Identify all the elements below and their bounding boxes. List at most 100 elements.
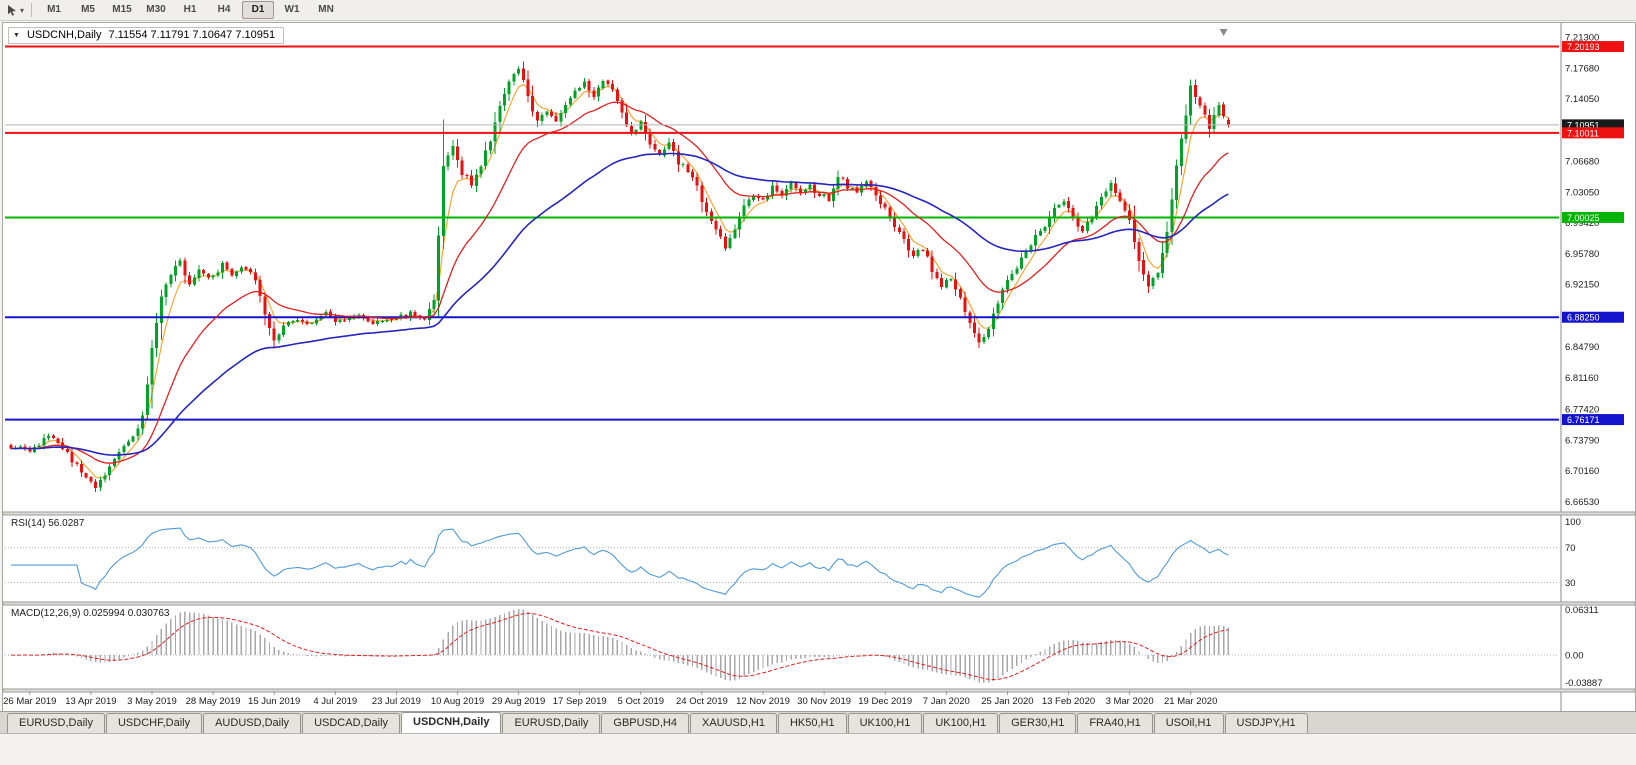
svg-text:6.99420: 6.99420	[1565, 218, 1599, 229]
svg-text:7.03050: 7.03050	[1565, 187, 1599, 198]
chart-canvas[interactable]: 7.21300 7.17680 7.14050 7.06680 7.03050 6.994…	[3, 23, 1635, 711]
time-axis-label: 10 Aug 2019	[431, 696, 484, 707]
time-axis-label: 21 Mar 2020	[1164, 696, 1217, 707]
timeframe-button-h1[interactable]: H1	[183, 4, 197, 15]
timeframe-button-m1[interactable]: M1	[47, 4, 61, 15]
svg-text:7.06680: 7.06680	[1565, 157, 1599, 168]
rsi-line	[11, 527, 1229, 598]
chart-ohlc-values: 7.11554 7.11791 7.10647 7.10951	[108, 29, 276, 41]
time-axis-label: 5 Oct 2019	[618, 696, 664, 707]
chart-tab-usdjpy-h1[interactable]: USDJPY,H1	[1224, 713, 1308, 733]
time-axis[interactable]: 26 Mar 2019 13 Apr 2019 3 May 2019 28 May 2…	[3, 691, 1217, 707]
chart-symbol-period: USDCNH,Daily	[26, 29, 102, 41]
chart-tab-eurusd-daily[interactable]: EURUSD,Daily	[502, 713, 601, 733]
macd-axis-zero: 0.00	[1565, 651, 1584, 662]
chart-tab-hk50-h1[interactable]: HK50,H1	[777, 713, 847, 733]
chart-tab-usdchf-daily[interactable]: USDCHF,Daily	[105, 713, 203, 733]
price-label-7.00025: 7.00025	[1562, 211, 1624, 223]
time-axis-label: 30 Nov 2019	[797, 696, 851, 707]
chart-window: 7.21300 7.17680 7.14050 7.06680 7.03050 6.994…	[2, 22, 1636, 712]
time-axis-label: 7 Jan 2020	[923, 696, 970, 707]
panel-separator[interactable]	[3, 601, 1635, 606]
svg-text:6.77420: 6.77420	[1565, 404, 1599, 415]
ma-20-line	[11, 101, 1229, 464]
svg-text:6.88250: 6.88250	[1567, 313, 1600, 323]
timeframe-button-m30[interactable]: M30	[146, 4, 166, 15]
svg-text:6.81160: 6.81160	[1565, 373, 1599, 384]
timeframe-buttons: M1 M5 M15 M30 H1 H4 D1 W1 MN	[37, 1, 343, 19]
chart-tab-usdcad-daily[interactable]: USDCAD,Daily	[302, 713, 401, 733]
chart-tab-usdcnh-daily[interactable]: USDCNH,Daily	[401, 712, 502, 733]
chart-tab-gbpusd-h4[interactable]: GBPUSD,H4	[601, 713, 689, 733]
rsi-indicator-label: RSI(14) 56.0287	[11, 518, 85, 529]
rsi-axis-label: 70	[1565, 543, 1576, 554]
svg-text:7.20193: 7.20193	[1567, 42, 1600, 52]
chart-cursor-icon[interactable]	[5, 3, 19, 17]
time-axis-label: 23 Jul 2019	[372, 696, 421, 707]
svg-text:6.92150: 6.92150	[1565, 280, 1599, 291]
svg-text:7.17680: 7.17680	[1565, 63, 1599, 74]
timeframe-button-m5[interactable]: M5	[81, 4, 95, 15]
time-axis-label: 28 May 2019	[186, 696, 241, 707]
svg-text:7.00025: 7.00025	[1567, 213, 1600, 223]
time-axis-label: 12 Nov 2019	[736, 696, 790, 707]
macd-indicator-label: MACD(12,26,9) 0.025994 0.030763	[11, 608, 170, 619]
time-axis-label: 24 Oct 2019	[676, 696, 728, 707]
chart-tab-audusd-daily[interactable]: AUDUSD,Daily	[203, 713, 302, 733]
price-axis[interactable]: 7.21300 7.17680 7.14050 7.06680 7.03050 6.994…	[1565, 33, 1599, 508]
price-label-6.88250: 6.88250	[1562, 311, 1624, 323]
svg-text:6.76171: 6.76171	[1567, 415, 1600, 425]
chart-shift-marker-icon[interactable]	[1219, 29, 1228, 36]
time-axis-label: 29 Aug 2019	[492, 696, 545, 707]
timeframe-button-h4[interactable]: H4	[217, 4, 231, 15]
price-label-7.10011: 7.10011	[1562, 127, 1624, 139]
svg-text:7.21300: 7.21300	[1565, 33, 1599, 44]
timeframe-button-d1[interactable]: D1	[242, 1, 275, 19]
chart-tab-uk100-h1[interactable]: UK100,H1	[923, 713, 999, 733]
svg-text:6.84790: 6.84790	[1565, 342, 1599, 353]
chart-tab-uk100-h1[interactable]: UK100,H1	[847, 713, 923, 733]
time-axis-label: 3 Mar 2020	[1106, 696, 1154, 707]
svg-text:7.10951: 7.10951	[1567, 120, 1600, 130]
macd-axis-min: -0.03887	[1565, 678, 1603, 689]
panel-separator[interactable]	[3, 688, 1635, 693]
rsi-axis-label: 30	[1565, 578, 1576, 589]
time-axis-label: 4 Jul 2019	[313, 696, 357, 707]
svg-text:6.95780: 6.95780	[1565, 249, 1599, 260]
price-label-7.20193: 7.20193	[1562, 41, 1624, 53]
dropdown-caret-icon[interactable]: ▾	[20, 5, 25, 15]
macd-axis-max: 0.06311	[1565, 605, 1599, 616]
macd-signal-line	[11, 612, 1229, 681]
svg-text:7.10011: 7.10011	[1567, 128, 1599, 138]
svg-text:6.70160: 6.70160	[1565, 466, 1599, 477]
svg-text:6.73790: 6.73790	[1565, 435, 1599, 446]
timeframe-button-w1[interactable]: W1	[284, 4, 300, 15]
chart-tab-ger30-h1[interactable]: GER30,H1	[999, 713, 1077, 733]
chart-tab-fra40-h1[interactable]: FRA40,H1	[1077, 713, 1153, 733]
panel-separator[interactable]	[3, 511, 1635, 516]
time-axis-label: 13 Feb 2020	[1042, 696, 1095, 707]
price-label-6.76171: 6.76171	[1562, 414, 1624, 426]
chart-tab-eurusd-daily[interactable]: EURUSD,Daily	[7, 713, 105, 733]
chart-tabs-bar: EURUSD,Daily USDCHF,Daily AUDUSD,Daily USDC…	[0, 711, 1636, 734]
cursor-arrow-glyph	[8, 5, 16, 16]
chart-tab-xauusd-h1[interactable]: XAUUSD,H1	[689, 713, 777, 733]
time-axis-label: 13 Apr 2019	[65, 696, 116, 707]
chart-plot-area[interactable]	[5, 25, 1559, 510]
one-click-trading-caret-icon[interactable]: ▼	[13, 31, 20, 39]
chart-tab-usoil-h1[interactable]: USOil,H1	[1153, 713, 1224, 733]
time-axis-label: 15 Jun 2019	[248, 696, 300, 707]
top-toolbar: ▾ M1 M5 M15 M30 H1 H4 D1 W1 MN	[0, 0, 1636, 21]
time-axis-label: 25 Jan 2020	[981, 696, 1033, 707]
rsi-axis-label: 100	[1565, 517, 1581, 528]
time-axis-label: 3 May 2019	[127, 696, 177, 707]
time-axis-label: 26 Mar 2019	[3, 696, 56, 707]
timeframe-button-mn[interactable]: MN	[318, 4, 334, 15]
timeframe-button-m15[interactable]: M15	[112, 4, 132, 15]
toolbar-separator	[31, 3, 33, 17]
ma-55-line	[11, 152, 1229, 456]
svg-text:7.14050: 7.14050	[1565, 94, 1599, 105]
svg-text:6.66530: 6.66530	[1565, 497, 1599, 508]
time-axis-label: 17 Sep 2019	[553, 696, 607, 707]
time-axis-label: 19 Dec 2019	[858, 696, 912, 707]
